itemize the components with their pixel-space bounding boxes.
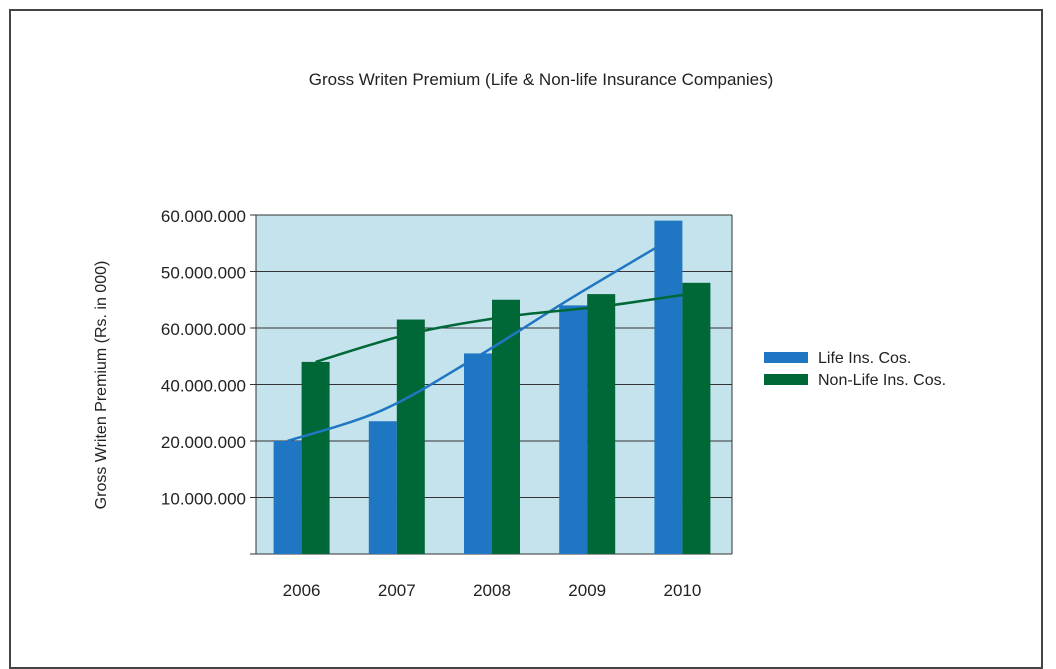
bar: [301, 361, 330, 554]
bar: [559, 305, 588, 554]
bar: [368, 421, 397, 554]
trendline: [315, 291, 697, 364]
legend-swatch: [764, 352, 808, 363]
x-tick-label: 2009: [568, 581, 606, 600]
y-tick-label: 60.000.000: [161, 207, 246, 226]
chart: Gross Writen Premium (Life & Non-life In…: [93, 70, 946, 600]
y-tick-label: 50.000.000: [161, 264, 246, 283]
y-axis-label: Gross Writen Premium (Rs. in 000): [93, 261, 110, 510]
x-tick-label: 2008: [473, 581, 511, 600]
chart-title: Gross Writen Premium (Life & Non-life In…: [309, 70, 774, 89]
x-tick-label: 2007: [378, 581, 416, 600]
legend-swatch: [764, 374, 808, 385]
bar: [682, 282, 711, 554]
bar: [654, 220, 683, 554]
x-tick-label: 2010: [663, 581, 701, 600]
bar: [492, 299, 520, 554]
x-tick-label: 2006: [283, 581, 321, 600]
bar: [273, 441, 302, 554]
bar: [587, 294, 616, 554]
bar: [464, 353, 492, 554]
y-tick-label: 20.000.000: [161, 433, 246, 452]
y-tick-label: 10.000.000: [161, 490, 246, 509]
legend-label: Non-Life Ins. Cos.: [818, 372, 946, 389]
bar: [396, 319, 425, 554]
trendline: [287, 239, 670, 443]
y-tick-label: 40.000.000: [161, 377, 246, 396]
y-tick-label: 60.000.000: [161, 320, 246, 339]
legend-label: Life Ins. Cos.: [818, 350, 911, 367]
